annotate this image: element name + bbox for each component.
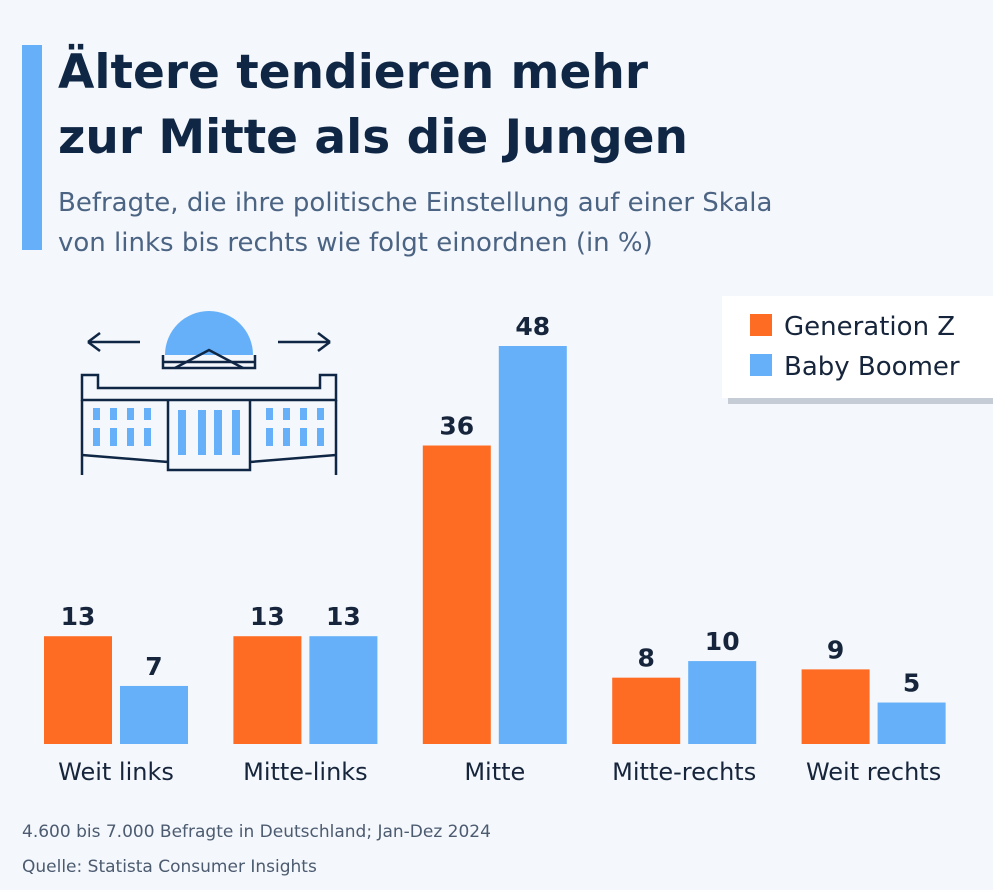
x-tick-label: Mitte-links [243,758,368,786]
x-tick-label: Mitte [464,758,525,786]
x-tick-label: Mitte-rechts [612,758,756,786]
bar [422,445,491,744]
bar [498,346,567,744]
data-label: 13 [61,602,96,631]
chart-title: zur Mitte als die Jungen [58,110,688,165]
bar [233,636,302,744]
accent-bar [22,45,42,250]
data-label: 7 [145,652,162,681]
bar [688,661,757,744]
bar [877,702,946,744]
data-label: 13 [250,602,285,631]
chart-title: Ältere tendieren mehr [58,45,649,100]
legend-box [722,296,993,398]
data-label: 9 [827,635,844,664]
x-tick-label: Weit rechts [806,758,941,786]
data-label: 13 [326,602,361,631]
bar [801,669,870,744]
data-label: 36 [439,412,474,441]
bar [612,677,681,744]
bar [309,636,378,744]
legend-swatch [750,314,772,336]
data-label: 8 [637,644,654,673]
reichstag-icon [80,311,338,475]
chart-subtitle: Befragte, die ihre politische Einstellun… [58,188,772,218]
legend-swatch [750,354,772,376]
note: 4.600 bis 7.000 Befragte in Deutschland;… [22,822,491,842]
bar [120,685,188,744]
data-label: 48 [515,312,550,341]
chart-subtitle: von links bis rechts wie folgt einordnen… [58,228,653,258]
legend-label: Generation Z [784,312,955,342]
data-label: 5 [903,669,920,698]
legend-label: Baby Boomer [784,352,960,382]
bar [44,636,112,744]
source: Quelle: Statista Consumer Insights [22,857,317,877]
data-label: 10 [705,627,740,656]
x-tick-label: Weit links [58,758,174,786]
